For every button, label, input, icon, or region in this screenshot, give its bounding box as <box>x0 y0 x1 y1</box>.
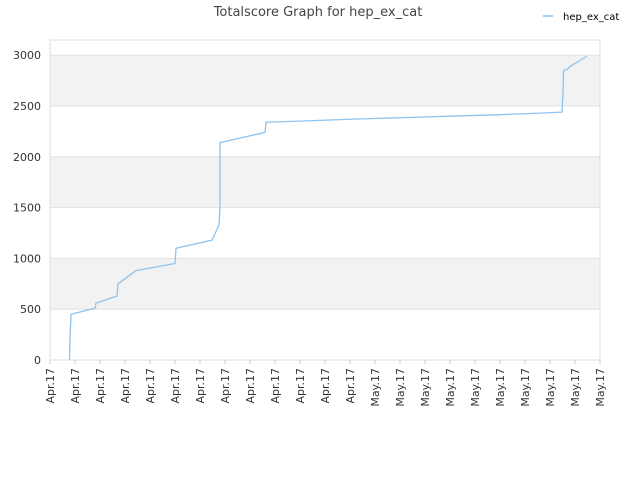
grid-band <box>50 55 600 107</box>
x-tick-label: May.17 <box>569 368 582 407</box>
y-tick-label: 2500 <box>13 100 41 113</box>
x-tick-label: May.17 <box>394 368 407 407</box>
x-tick-label: May.17 <box>369 368 382 407</box>
y-tick-label: 1000 <box>13 252 41 265</box>
x-tick-label: Apr.17 <box>94 368 107 404</box>
series-line <box>68 55 588 361</box>
x-tick-label: Apr.17 <box>44 368 57 404</box>
x-tick-label: May.17 <box>594 368 607 407</box>
x-tick-label: Apr.17 <box>169 368 182 404</box>
x-tick-label: May.17 <box>444 368 457 407</box>
x-tick-label: Apr.17 <box>219 368 232 404</box>
x-tick-label: Apr.17 <box>319 368 332 404</box>
y-tick-label: 500 <box>20 303 41 316</box>
x-tick-label: Apr.17 <box>344 368 357 404</box>
legend-label: hep_ex_cat <box>563 12 619 23</box>
x-tick-label: Apr.17 <box>194 368 207 404</box>
y-tick-label: 0 <box>34 354 41 367</box>
x-tick-label: May.17 <box>494 368 507 407</box>
x-tick-label: May.17 <box>469 368 482 407</box>
chart-title: Totalscore Graph for hep_ex_cat <box>213 5 423 20</box>
x-tick-label: Apr.17 <box>144 368 157 404</box>
x-tick-label: Apr.17 <box>244 368 257 404</box>
x-tick-label: May.17 <box>519 368 532 407</box>
grid-band <box>50 258 600 310</box>
x-tick-label: May.17 <box>544 368 557 407</box>
y-tick-label: 2000 <box>13 151 41 164</box>
x-tick-label: Apr.17 <box>69 368 82 404</box>
y-tick-label: 1500 <box>13 202 41 215</box>
y-tick-label: 3000 <box>13 49 41 62</box>
x-tick-label: Apr.17 <box>269 368 282 404</box>
grid-band <box>50 156 600 208</box>
x-tick-label: Apr.17 <box>119 368 132 404</box>
x-tick-label: Apr.17 <box>294 368 307 404</box>
x-tick-label: May.17 <box>419 368 432 407</box>
